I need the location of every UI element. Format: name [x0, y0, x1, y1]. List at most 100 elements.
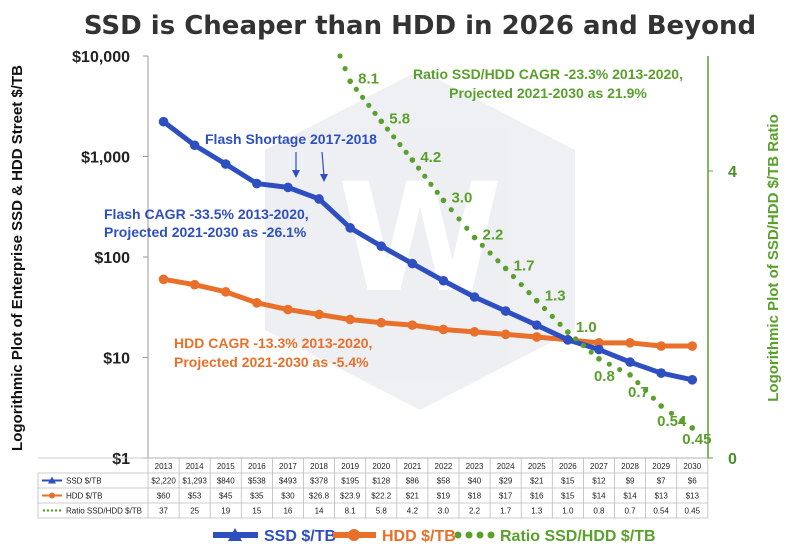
table-row-label: Ratio SSD/HDD $/TB: [66, 507, 142, 516]
ratio-dot: [366, 102, 372, 108]
y-tick-label: $10,000: [72, 49, 130, 66]
data-point-ratio-ssd-hdd-tb: [658, 403, 664, 409]
annotation-hdd-cagr-line2: Projected 2021-2030 as -5.4%: [174, 354, 369, 370]
data-labels: 8.1 5.8 4.2 3.0 2.2 1.7 1.3 1.0 0.8 0.7 0.540.45: [358, 70, 711, 448]
y-tick-label: $1,000: [81, 150, 130, 167]
table-cell: 4.2: [407, 507, 419, 516]
series-line-hdd-tb: [163, 276, 693, 349]
data-point-hdd-tb: [407, 320, 418, 330]
data-point-ssd-tb: [345, 223, 355, 233]
table-cell: $14: [623, 492, 637, 501]
table-cell: 0.54: [653, 507, 669, 516]
data-point-hdd-tb: [220, 287, 231, 297]
table-cell: 19: [221, 507, 230, 516]
ratio-dot: [353, 86, 359, 92]
table-cell: $53: [188, 492, 202, 501]
data-point-hdd-tb: [531, 332, 542, 342]
data-point-ssd-tb: [438, 275, 449, 286]
ratio-dot: [668, 410, 675, 416]
data-point-ssd-tb: [158, 116, 169, 127]
data-point-ssd-tb: [220, 159, 231, 169]
table-header-cell: 2024: [497, 462, 515, 471]
legend-label-ratio: Ratio SSD/HDD $/TB: [500, 528, 656, 545]
table-header-cell: 2019: [341, 462, 359, 471]
data-label-ratio: 0.45: [682, 431, 711, 448]
table-legend-marker: [48, 476, 56, 484]
ratio-dot: [635, 380, 641, 386]
table-cell: 25: [190, 507, 199, 516]
y2-ticks: 04: [708, 164, 737, 468]
data-point-hdd-tb: [345, 314, 355, 325]
ratio-dot: [448, 207, 454, 213]
data-label-ratio: 1.3: [545, 288, 566, 305]
data-point-hdd-tb: [594, 338, 604, 348]
ratio-dot: [464, 225, 470, 231]
data-point-ssd-tb: [469, 292, 480, 302]
table-header-cell: 2022: [435, 462, 453, 471]
table-cell: 3.0: [438, 507, 450, 516]
data-point-hdd-tb: [438, 324, 449, 335]
table-header-cell: 2023: [466, 462, 484, 471]
series-ratio-ssd-hdd-tb: [337, 53, 696, 431]
table-legend-key: [54, 509, 58, 512]
annotation-flash-cagr-line2: Projected 2021-2030 as -26.1%: [104, 224, 307, 240]
table-cell: 1.0: [562, 507, 574, 516]
ratio-dot: [456, 216, 462, 222]
ratio-dot: [526, 290, 532, 296]
table-cell: 0.45: [684, 507, 700, 516]
data-point-ssd-tb: [531, 320, 542, 330]
ratio-dot: [391, 134, 397, 140]
data-label-ratio: 0.7: [628, 384, 649, 401]
table-cell: $9: [626, 477, 635, 486]
data-point-ratio-ssd-hdd-tb: [409, 157, 416, 163]
data-point-ssd-tb: [594, 344, 604, 355]
table-cell: $128: [372, 477, 390, 486]
table-cell: 14: [315, 507, 324, 516]
ratio-dot: [372, 110, 378, 116]
table-header-cell: 2028: [621, 462, 639, 471]
data-point-ssd-tb: [252, 178, 262, 189]
annotation-ratio-cagr-line1: Ratio SSD/HDD CAGR -23.3% 2013-2020,: [413, 66, 683, 82]
table-cell: $538: [248, 477, 266, 486]
arrow-shortage-2: [321, 151, 325, 177]
ratio-dot: [580, 342, 587, 349]
ratio-dot: [518, 281, 524, 288]
ratio-dot: [479, 242, 485, 248]
ratio-dot: [403, 149, 409, 155]
table-cell: $21: [530, 477, 544, 486]
series-layer: [158, 53, 698, 431]
data-point-hdd-tb: [656, 341, 666, 351]
table-header-cell: 2018: [310, 462, 328, 471]
y-tick-label: $10: [103, 351, 130, 368]
ratio-dot: [495, 258, 501, 264]
data-point-ratio-ssd-hdd-tb: [471, 234, 478, 241]
table-header-cell: 2025: [528, 462, 546, 471]
ratio-dot: [557, 321, 563, 327]
table-cell: $7: [657, 477, 666, 486]
table-header-cell: 2021: [403, 462, 421, 471]
legend-marker-ssd: [228, 528, 242, 541]
table-cell: $13: [654, 492, 668, 501]
y2-tick-label: 4: [728, 164, 737, 181]
data-point-hdd-tb: [376, 317, 387, 328]
data-point-ssd-tb: [687, 374, 698, 385]
table-legend-key: [58, 509, 62, 512]
legend-key-ratio: [454, 531, 462, 539]
table-row-label: HDD $/TB: [66, 492, 102, 501]
table-cell: $35: [250, 492, 264, 501]
table-cell: $60: [157, 492, 171, 501]
data-label-ratio: 1.0: [576, 319, 597, 336]
table-cell: $6: [688, 477, 697, 486]
y-ticks: $1 $10 $100 $1,000 $10,000: [72, 49, 148, 468]
table-cell: $13: [686, 492, 700, 501]
data-point-ratio-ssd-hdd-tb: [378, 118, 385, 125]
table-cell: $86: [406, 477, 420, 486]
table-cell: 1.3: [531, 507, 543, 516]
table-cell: 2.2: [469, 507, 481, 516]
y-axis-label: Logorithmic Plot of Enterprise SSD & HDD…: [9, 65, 26, 451]
table-header-cell: 2016: [248, 462, 266, 471]
table-cell: $22.2: [371, 492, 392, 501]
table-cell: 5.8: [376, 507, 388, 516]
ratio-dot: [337, 53, 343, 59]
legend-key-ratio: [465, 531, 473, 539]
